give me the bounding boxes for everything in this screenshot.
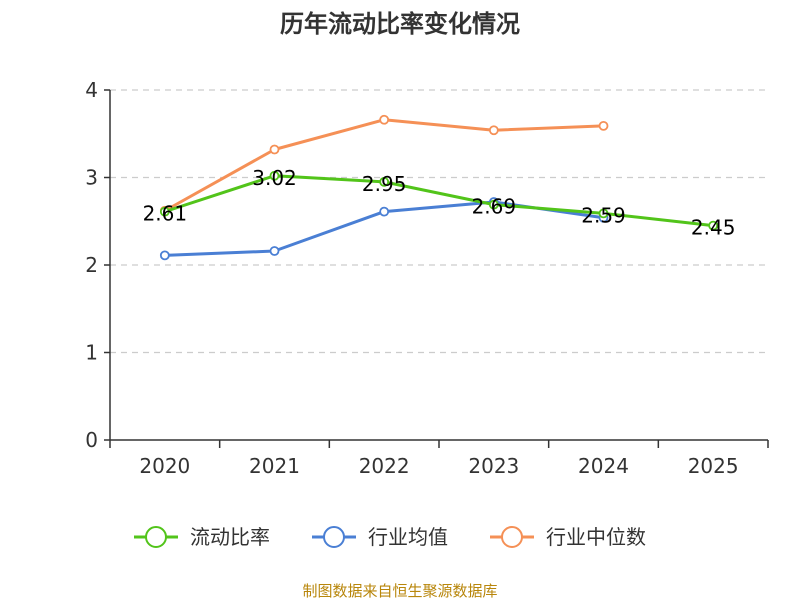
x-tick-label: 2021 <box>249 454 300 478</box>
legend-label: 行业均值 <box>368 525 448 549</box>
legend-label: 流动比率 <box>190 525 270 549</box>
data-label: 2.95 <box>362 172 407 196</box>
data-label: 3.02 <box>252 166 297 190</box>
series-layer <box>159 114 719 261</box>
data-point-0 <box>708 220 719 231</box>
x-tick-label: 2025 <box>688 454 739 478</box>
data-label: 2.59 <box>581 203 626 227</box>
data-point-0 <box>379 176 390 187</box>
legend-label: 行业中位数 <box>546 525 646 549</box>
data-point-2 <box>379 114 390 125</box>
y-tick-label: 1 <box>85 341 98 365</box>
y-tick-label: 4 <box>85 78 98 102</box>
data-point-0 <box>159 206 170 217</box>
data-point-2 <box>269 144 280 155</box>
data-point-2 <box>598 120 609 131</box>
data-point-2 <box>488 125 499 136</box>
data-label: 2.69 <box>472 195 517 219</box>
data-label: 2.45 <box>691 216 736 240</box>
data-point-1 <box>379 206 390 217</box>
data-point-1 <box>269 246 280 256</box>
legend-swatch-marker <box>501 526 523 548</box>
y-tick-label: 3 <box>85 166 98 190</box>
axis-layer: 0 1 2 3 4 2020 2021 2022 2023 2024 2025 <box>85 78 769 478</box>
data-label-layer: 2.61 3.02 2.95 2.69 2.59 2.45 <box>143 166 736 240</box>
x-tick-label: 2023 <box>468 454 519 478</box>
series-line-2 <box>164 118 604 213</box>
y-tick-label: 2 <box>85 253 98 277</box>
data-point-1 <box>159 250 170 261</box>
chart-title: 历年流动比率变化情况 <box>280 10 520 38</box>
x-tick-label: 2024 <box>578 454 629 478</box>
x-tick-label: 2020 <box>139 454 190 478</box>
legend-swatch-marker <box>145 526 167 548</box>
data-label: 2.61 <box>143 202 188 226</box>
series-line-0 <box>164 174 714 228</box>
legend-swatch-marker <box>323 526 345 548</box>
legend: 流动比率 行业均值 行业中位数 <box>134 525 646 549</box>
data-point-0 <box>598 208 609 219</box>
data-point-0 <box>269 170 280 181</box>
data-point-0 <box>488 199 499 210</box>
y-tick-label: 0 <box>85 428 98 452</box>
x-tick-label: 2022 <box>359 454 410 478</box>
source-note: 制图数据来自恒生聚源数据库 <box>302 582 497 600</box>
